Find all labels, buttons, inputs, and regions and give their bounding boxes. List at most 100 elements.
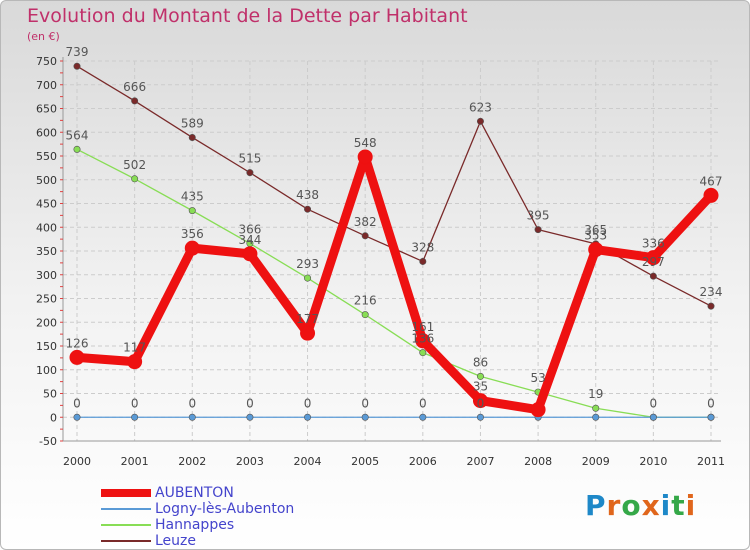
legend-label: Hannappes [155, 517, 235, 533]
data-point-aubenton [300, 325, 316, 341]
legend-label: Logny-lès-Aubenton [155, 501, 295, 517]
data-point-logny-l-s-aubenton [361, 413, 369, 421]
y-tick-label: 450 [36, 198, 57, 211]
y-tick-label: 50 [43, 388, 57, 401]
y-tick-label: 500 [36, 174, 57, 187]
data-point-logny-l-s-aubenton [476, 413, 484, 421]
x-tick-label: 2011 [697, 455, 725, 468]
data-label-leuze: 666 [123, 80, 146, 94]
data-label-logny-l-s-aubenton: 0 [304, 396, 312, 410]
data-point-leuze [534, 226, 542, 234]
y-tick-label: -50 [39, 435, 57, 448]
series-layer [69, 62, 719, 421]
logo-letter: t [671, 489, 686, 522]
data-label-hannappes: 216 [354, 294, 377, 308]
data-point-aubenton [357, 149, 373, 165]
data-point-hannappes [131, 175, 139, 183]
data-label-logny-l-s-aubenton: 0 [131, 396, 139, 410]
data-label-aubenton: 467 [700, 174, 723, 188]
data-label-leuze: 297 [642, 255, 665, 269]
data-point-logny-l-s-aubenton [304, 413, 312, 421]
data-label-aubenton: 548 [354, 136, 377, 150]
grid [63, 60, 721, 442]
data-point-leuze [246, 169, 254, 177]
data-point-leuze [419, 257, 427, 265]
data-label-leuze: 623 [469, 100, 492, 114]
data-point-aubenton [703, 187, 719, 203]
data-point-logny-l-s-aubenton [188, 413, 196, 421]
series-line-aubenton [72, 152, 716, 415]
x-tick-label: 2010 [639, 455, 667, 468]
data-point-aubenton [69, 349, 85, 365]
x-tick-label: 2006 [409, 455, 437, 468]
data-label-leuze: 395 [527, 209, 550, 223]
y-tick-label: 400 [36, 221, 57, 234]
data-label-leuze: 365 [584, 223, 607, 237]
logo-letter: P [585, 489, 607, 522]
data-label-hannappes: 293 [296, 257, 319, 271]
legend-swatch [101, 524, 151, 526]
data-point-logny-l-s-aubenton [419, 413, 427, 421]
y-tick-label: 250 [36, 293, 57, 306]
x-tick-label: 2000 [63, 455, 91, 468]
data-label-hannappes: 136 [411, 332, 434, 346]
data-point-aubenton [588, 242, 604, 258]
data-label-logny-l-s-aubenton: 0 [650, 396, 658, 410]
data-label-logny-l-s-aubenton: 0 [477, 396, 485, 410]
y-tick-label: 200 [36, 316, 57, 329]
data-point-aubenton [645, 250, 661, 266]
data-label-hannappes: 435 [181, 190, 204, 204]
x-tick-label: 2001 [121, 455, 149, 468]
x-tick-label: 2008 [524, 455, 552, 468]
data-point-logny-l-s-aubenton [73, 413, 81, 421]
data-label-logny-l-s-aubenton: 0 [419, 396, 427, 410]
data-label-hannappes: 366 [238, 222, 261, 236]
data-point-leuze [707, 302, 715, 310]
series-line-hannappes [76, 148, 712, 418]
data-point-logny-l-s-aubenton [707, 413, 715, 421]
data-label-logny-l-s-aubenton: 0 [73, 396, 81, 410]
data-label-leuze: 515 [238, 152, 261, 166]
data-label-aubenton: 35 [473, 380, 488, 394]
y-tick-label: 0 [50, 411, 57, 424]
data-point-leuze [131, 97, 139, 105]
legend-label: AUBENTON [155, 485, 234, 501]
data-point-leuze [361, 232, 369, 240]
data-point-hannappes [476, 372, 484, 380]
logo-letter: r [606, 489, 622, 522]
logo-letter: x [641, 489, 661, 522]
data-point-aubenton [242, 246, 258, 262]
chart-title: Evolution du Montant de la Dette par Hab… [27, 5, 468, 27]
data-point-logny-l-s-aubenton [649, 413, 657, 421]
data-label-aubenton: 161 [411, 320, 434, 334]
x-tick-label: 2007 [466, 455, 494, 468]
data-label-aubenton: 117 [123, 341, 146, 355]
y-tick-label: 150 [36, 340, 57, 353]
data-label-aubenton: 336 [642, 237, 665, 251]
y-tick-label: 700 [36, 79, 57, 92]
data-label-leuze: 328 [411, 240, 434, 254]
y-tick-label: 600 [36, 126, 57, 139]
data-point-hannappes [592, 404, 600, 412]
data-point-aubenton [472, 393, 488, 409]
data-point-aubenton [530, 402, 546, 418]
y-tick-label: 100 [36, 364, 57, 377]
x-tick-label: 2004 [294, 455, 322, 468]
y-tick-label: 650 [36, 103, 57, 116]
data-point-aubenton [184, 240, 200, 256]
data-label-leuze: 234 [700, 285, 723, 299]
data-label-hannappes: 53 [530, 371, 545, 385]
logo-letter: i [685, 489, 697, 522]
data-point-hannappes [188, 207, 196, 215]
x-tick-label: 2002 [178, 455, 206, 468]
axes: -500501001502002503003504004505005506006… [36, 55, 725, 468]
data-point-leuze [476, 117, 484, 125]
y-tick-label: 750 [36, 55, 57, 68]
data-label-aubenton: 126 [66, 336, 89, 350]
data-label-aubenton: 177 [296, 312, 319, 326]
data-label-leuze: 739 [66, 45, 89, 59]
data-point-hannappes [73, 145, 81, 153]
proxiti-logo: Proxiti [585, 489, 696, 522]
